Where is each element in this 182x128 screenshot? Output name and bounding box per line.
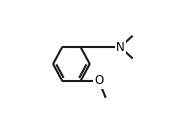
Text: O: O [94,74,104,87]
Text: N: N [116,41,125,54]
